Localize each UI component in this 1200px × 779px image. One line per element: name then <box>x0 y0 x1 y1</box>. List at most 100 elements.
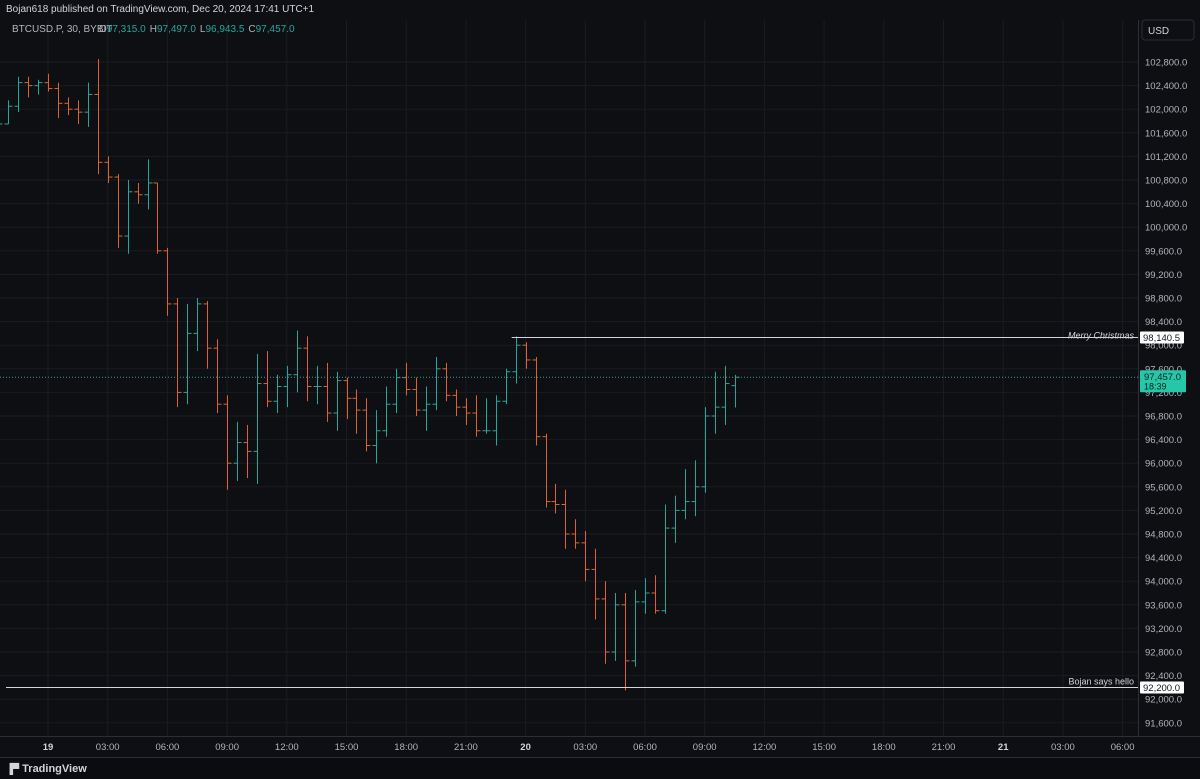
ohlc-bar[interactable] <box>134 182 143 204</box>
time-tick-label: 12:00 <box>753 742 777 753</box>
ohlc-bar[interactable] <box>84 82 93 127</box>
ohlc-bar[interactable] <box>472 395 481 437</box>
ohlc-bar[interactable] <box>512 336 521 384</box>
time-tick-label: 03:00 <box>573 742 597 753</box>
ohlc-bar[interactable] <box>64 97 73 116</box>
ohlc-bar[interactable] <box>492 395 501 446</box>
ohlc-bar[interactable] <box>114 174 123 248</box>
currency-button[interactable]: USD <box>1141 19 1195 41</box>
time-axis[interactable]: 19 03:00 06:00 09:00 12:00 15:00 18:00 21:00 20 0… <box>43 742 1135 753</box>
ohlc-bar[interactable] <box>243 424 252 478</box>
legend-open: 97,315.0 <box>107 24 146 35</box>
ohlc-bar[interactable] <box>24 76 33 98</box>
legend-open-label: O <box>99 24 107 35</box>
time-tick-label: 06:00 <box>156 742 180 753</box>
legend-symbol[interactable]: BTCUSD.P, 30, BYBIT <box>12 24 112 35</box>
price-tick-label: 98,400.0 <box>1145 317 1182 328</box>
ohlc-bar[interactable] <box>4 100 13 125</box>
ohlc-bar[interactable] <box>303 336 312 402</box>
grid <box>0 20 1138 736</box>
ohlc-bar[interactable] <box>54 82 63 119</box>
ohlc-bar[interactable] <box>661 504 670 614</box>
price-tick-label: 102,400.0 <box>1145 81 1187 92</box>
ohlc-bar[interactable] <box>74 100 83 124</box>
ohlc-bar[interactable] <box>502 368 511 405</box>
ohlc-bar[interactable] <box>313 365 322 405</box>
ohlc-bar[interactable] <box>482 398 491 434</box>
ohlc-bar[interactable] <box>352 389 361 434</box>
ohlc-bar[interactable] <box>44 73 53 92</box>
ohlc-bar[interactable] <box>412 377 421 416</box>
annotations[interactable]: Merry Christmas Bojan says hello <box>0 331 1138 688</box>
ohlc-bar[interactable] <box>124 180 133 254</box>
ohlc-bar[interactable] <box>651 575 660 614</box>
ohlc-bar[interactable] <box>551 483 560 514</box>
price-axis[interactable]: 102,800.0 102,400.0 102,000.0 101,600.0 101,… <box>1145 58 1187 730</box>
ohlc-bar[interactable] <box>681 469 690 520</box>
ohlc-bar[interactable] <box>691 460 700 517</box>
ohlc-bar[interactable] <box>173 298 182 408</box>
price-tick-label: 96,400.0 <box>1145 435 1182 446</box>
legend-close-label: C <box>248 24 255 35</box>
price-tick-label: 94,000.0 <box>1145 577 1182 588</box>
ohlc-bar[interactable] <box>422 386 431 431</box>
ohlc-bar[interactable] <box>153 182 162 254</box>
ohlc-bar[interactable] <box>213 339 222 414</box>
ohlc-bar[interactable] <box>372 410 381 464</box>
price-tick-label: 102,000.0 <box>1145 105 1187 116</box>
ohlc-bar[interactable] <box>522 342 531 369</box>
ohlc-bar[interactable] <box>323 362 332 422</box>
ohlc-bar[interactable] <box>721 365 730 425</box>
tradingview-icon: ▐▀ <box>6 763 19 775</box>
ohlc-bar[interactable] <box>611 593 620 661</box>
time-tick-label: 20 <box>520 742 531 753</box>
ohlc-bar[interactable] <box>701 407 710 493</box>
ohlc-bar[interactable] <box>263 351 272 408</box>
ohlc-bar[interactable] <box>581 531 590 582</box>
ohlc-bar[interactable] <box>362 398 371 452</box>
ohlc-bar[interactable] <box>711 371 720 434</box>
ohlc-bar[interactable] <box>233 421 242 481</box>
ohlc-bar[interactable] <box>183 303 192 405</box>
ohlc-bar[interactable] <box>621 593 630 691</box>
ohlc-bar[interactable] <box>34 79 43 95</box>
ohlc-bar[interactable] <box>432 357 441 411</box>
ohlc-bar[interactable] <box>452 389 461 416</box>
ohlc-bar[interactable] <box>293 330 302 393</box>
ohlc-bar[interactable] <box>253 354 262 484</box>
ohlc-bar[interactable] <box>283 365 292 408</box>
price-tick-label: 95,200.0 <box>1145 506 1182 517</box>
ohlc-bar[interactable] <box>104 156 113 183</box>
ohlc-bar[interactable] <box>571 519 580 549</box>
ohlc-bars[interactable] <box>0 59 740 691</box>
ohlc-bar[interactable] <box>203 300 212 369</box>
price-tick-label: 93,200.0 <box>1145 624 1182 635</box>
ohlc-bar[interactable] <box>601 581 610 664</box>
ohlc-bar[interactable] <box>343 377 352 419</box>
price-chart[interactable]: Merry Christmas Bojan says hello 102,800.… <box>0 0 1200 757</box>
ohlc-bar[interactable] <box>223 395 232 490</box>
ohlc-bar[interactable] <box>631 590 640 667</box>
ohlc-bar[interactable] <box>382 386 391 437</box>
ohlc-bar[interactable] <box>333 371 342 431</box>
time-tick-label: 06:00 <box>633 742 657 753</box>
ohlc-bar[interactable] <box>671 495 680 543</box>
ohlc-bar[interactable] <box>144 159 153 210</box>
time-tick-label: 09:00 <box>693 742 717 753</box>
ohlc-bar[interactable] <box>591 548 600 620</box>
ohlc-bar[interactable] <box>273 374 282 414</box>
ohlc-bar[interactable] <box>641 578 650 614</box>
tradingview-logo[interactable]: ▐▀ TradingView <box>6 762 87 776</box>
ohlc-bar[interactable] <box>462 398 471 425</box>
ohlc-bar[interactable] <box>561 489 570 549</box>
price-tick-label: 92,000.0 <box>1145 695 1182 706</box>
published-header: Bojan618 published on TradingView.com, D… <box>0 0 1200 20</box>
ohlc-bar[interactable] <box>442 362 451 402</box>
ohlc-bar[interactable] <box>532 357 541 446</box>
ohlc-bar[interactable] <box>94 59 103 175</box>
ohlc-bar[interactable] <box>193 298 202 352</box>
ohlc-bar[interactable] <box>0 115 3 136</box>
ohlc-bar[interactable] <box>542 433 551 508</box>
ohlc-bar[interactable] <box>163 247 172 316</box>
ohlc-bar[interactable] <box>14 76 23 113</box>
